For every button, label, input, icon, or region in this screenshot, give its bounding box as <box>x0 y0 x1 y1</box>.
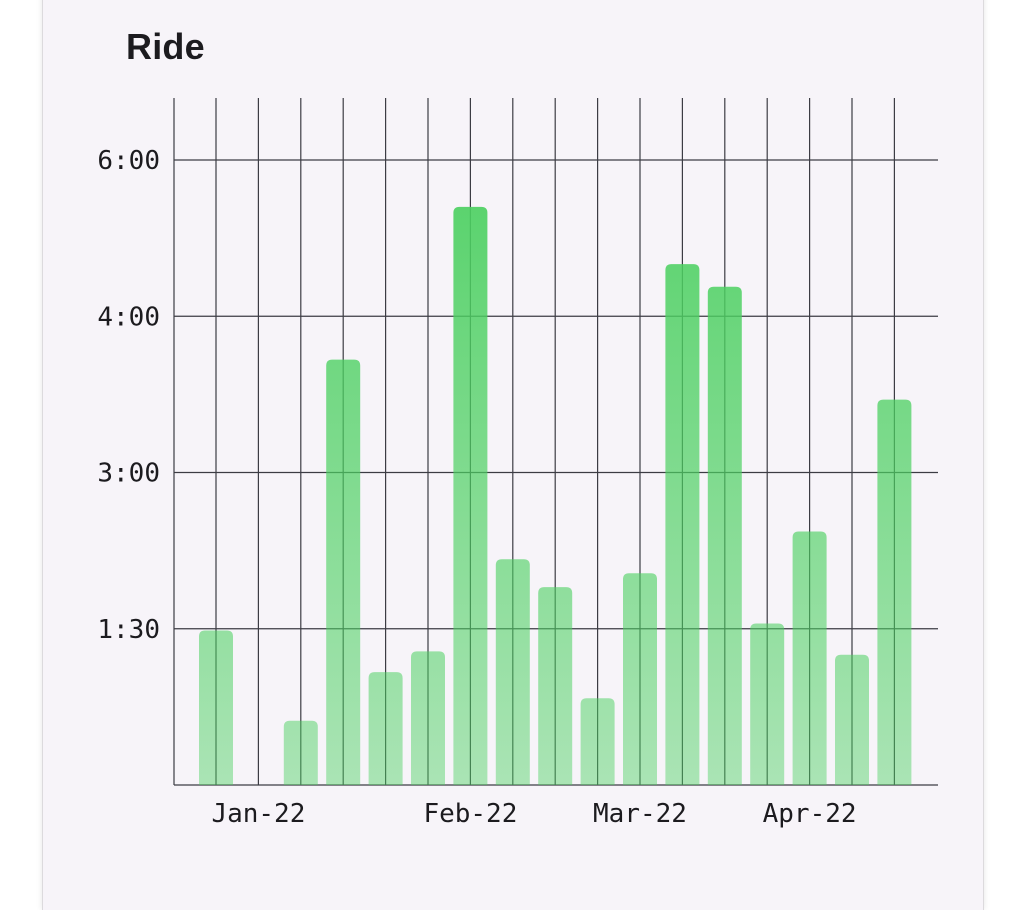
y-tick-label: 6:00 <box>97 146 160 176</box>
y-tick-label: 3:00 <box>97 459 160 489</box>
y-axis-labels: 1:30 3:00 4:00 6:00 <box>97 146 160 645</box>
x-tick-label: Apr-22 <box>763 799 857 829</box>
bar <box>538 587 573 785</box>
bar <box>495 559 530 785</box>
bar <box>877 399 912 785</box>
bar <box>707 286 742 785</box>
bar <box>792 531 827 785</box>
bar <box>283 720 318 785</box>
bar <box>326 359 361 785</box>
bar <box>623 573 657 785</box>
bar <box>411 651 445 785</box>
bar <box>750 623 785 785</box>
chart-bars <box>199 206 912 786</box>
chart-title: Ride <box>126 26 205 67</box>
x-tick-label: Feb-22 <box>423 799 517 829</box>
x-axis-labels: Jan-22 Feb-22 Mar-22 Apr-22 <box>211 799 856 829</box>
bar <box>199 630 233 785</box>
bar <box>453 206 488 785</box>
bar <box>368 672 403 785</box>
x-tick-label: Mar-22 <box>593 799 687 829</box>
y-tick-label: 1:30 <box>97 615 160 645</box>
bar <box>580 698 615 785</box>
x-tick-label: Jan-22 <box>211 799 305 829</box>
bar <box>665 264 700 786</box>
bar <box>835 654 869 785</box>
y-tick-label: 4:00 <box>97 302 160 332</box>
